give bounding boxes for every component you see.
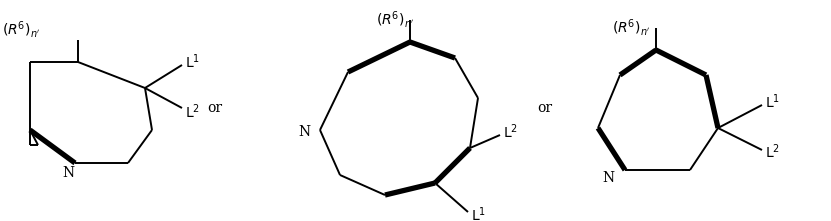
Text: $\mathsf{L}^1$: $\mathsf{L}^1$ <box>471 206 486 221</box>
Text: $\mathsf{L}^2$: $\mathsf{L}^2$ <box>503 123 518 141</box>
Text: $\mathsf{L}^1$: $\mathsf{L}^1$ <box>185 53 200 71</box>
Text: N: N <box>62 166 74 180</box>
Text: $\mathsf{L}^1$: $\mathsf{L}^1$ <box>765 93 780 111</box>
Text: N: N <box>298 125 310 139</box>
Text: $\mathsf{L}^2$: $\mathsf{L}^2$ <box>765 143 780 161</box>
Text: N: N <box>602 171 614 185</box>
Text: or: or <box>208 101 223 115</box>
Text: $\mathsf{L}^2$: $\mathsf{L}^2$ <box>185 103 200 121</box>
Text: $(R^6)_{n^{\prime}}$: $(R^6)_{n^{\prime}}$ <box>612 17 651 38</box>
Text: $(R^6)_{n^{\prime}}$: $(R^6)_{n^{\prime}}$ <box>376 10 415 30</box>
Text: or: or <box>538 101 553 115</box>
Text: $(R^6)_{n^{\prime}}$: $(R^6)_{n^{\prime}}$ <box>2 19 41 40</box>
